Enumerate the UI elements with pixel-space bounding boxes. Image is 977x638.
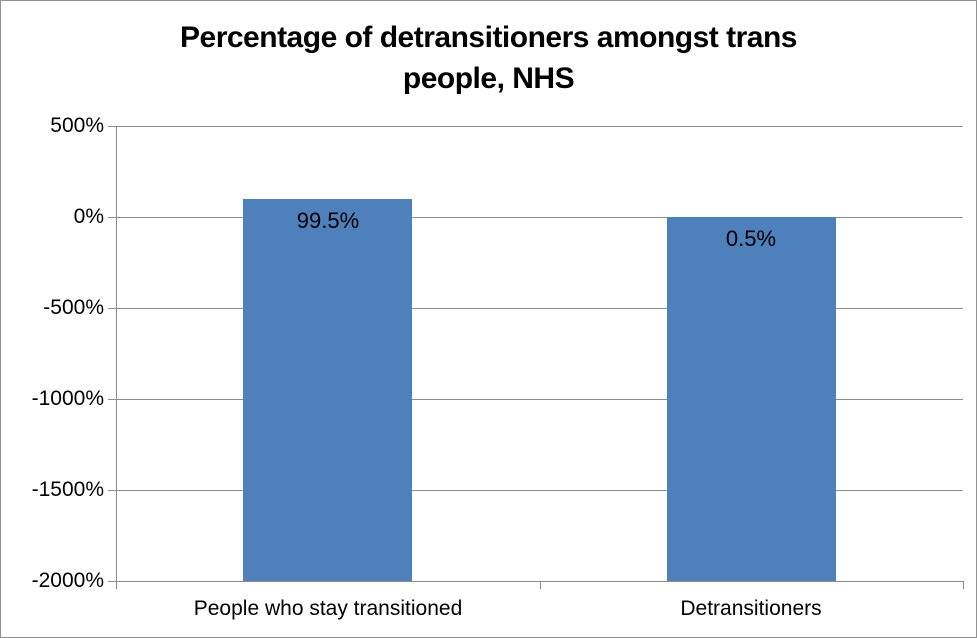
gridline (116, 126, 963, 127)
gridline (116, 399, 963, 400)
chart-title-line-1: Percentage of detransitioners amongst tr… (180, 21, 798, 54)
bar-value-label: 0.5% (725, 226, 777, 251)
y-axis-tick-label: -500% (43, 296, 104, 319)
chart-title-line-2: people, NHS (402, 62, 575, 95)
y-axis-tick (108, 217, 116, 218)
x-axis-category-label: People who stay transitioned (193, 597, 463, 620)
x-axis-category-label: Detransitioners (680, 597, 822, 620)
gridline (116, 217, 963, 218)
bar-value-label: 99.5% (296, 208, 360, 233)
y-axis-tick (108, 399, 116, 400)
plot-area: 99.5% 0.5% (108, 126, 964, 589)
gridline (116, 308, 963, 309)
y-axis-line (116, 126, 117, 581)
gridline (116, 581, 963, 582)
y-axis-labels: 500% 0% -500% -1000% -1500% -2000% (1, 115, 104, 591)
y-axis-tick-label: -1500% (31, 478, 104, 501)
bar (243, 199, 412, 581)
x-axis-tick (540, 581, 541, 589)
x-axis-labels: People who stay transitioned Detransition… (116, 597, 963, 627)
y-axis-tick (108, 308, 116, 309)
y-axis-tick (108, 126, 116, 127)
y-axis-tick (108, 490, 116, 491)
gridline (116, 490, 963, 491)
y-axis-tick-label: -1000% (31, 387, 104, 410)
x-axis-tick (116, 581, 117, 589)
y-axis-tick (108, 581, 116, 582)
y-axis-tick-label: 500% (50, 114, 104, 137)
x-axis-tick (963, 581, 964, 589)
chart-title: Percentage of detransitioners amongst tr… (1, 17, 976, 99)
bar (667, 217, 836, 581)
y-axis-tick-label: 0% (73, 205, 104, 228)
y-axis-tick-label: -2000% (31, 569, 104, 592)
